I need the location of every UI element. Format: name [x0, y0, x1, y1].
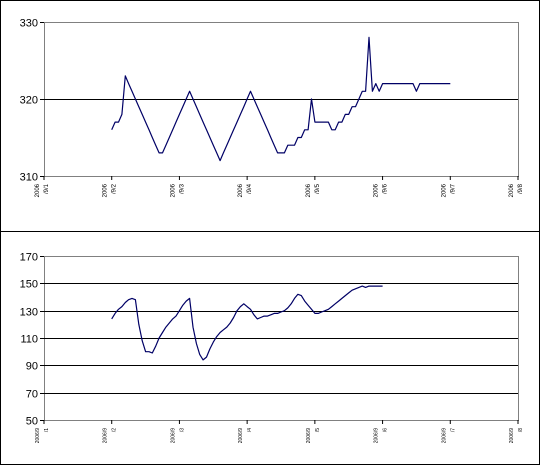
- x-tick-date-label: /7: [450, 428, 456, 432]
- x-tick-year-label: 2006/9: [374, 428, 380, 444]
- x-tick-year-label: 2006: [103, 183, 109, 197]
- x-tick-year-label: 2006: [306, 183, 312, 197]
- x-tick-year-label: 2006/9: [170, 428, 176, 444]
- y-tick-label: 170: [20, 252, 38, 264]
- y-tick-label: 70: [26, 389, 38, 401]
- y-tick-label: 50: [26, 416, 38, 428]
- x-tick-year-label: 2006: [170, 183, 176, 197]
- x-tick-year-label: 2006/9: [238, 428, 244, 444]
- x-tick-date-label: /9/4: [247, 183, 253, 194]
- x-tick-date-label: /5: [315, 428, 321, 432]
- x-tick-year-label: 2006/9: [103, 428, 109, 444]
- x-tick-date-label: /2: [112, 428, 118, 432]
- x-tick-date-label: /9/5: [315, 183, 321, 194]
- y-tick-label: 310: [20, 172, 38, 184]
- x-tick-date-label: /6: [383, 428, 389, 432]
- y-tick-label: 320: [20, 95, 38, 107]
- x-tick-date-label: /4: [247, 428, 253, 432]
- x-tick-year-label: 2006: [441, 183, 447, 197]
- y-tick-label: 330: [20, 18, 38, 30]
- y-tick-label: 150: [20, 279, 38, 291]
- x-tick-date-label: /8: [518, 428, 524, 432]
- x-tick-year-label: 2006/9: [509, 428, 515, 444]
- x-tick-date-label: /3: [179, 428, 185, 432]
- x-tick-year-label: 2006: [509, 183, 515, 197]
- y-tick-label: 90: [26, 361, 38, 373]
- x-tick-year-label: 2006/9: [441, 428, 447, 444]
- x-tick-date-label: /1: [44, 428, 50, 432]
- x-tick-year-label: 2006: [374, 183, 380, 197]
- series-line: [111, 285, 383, 361]
- x-tick-date-label: /9/6: [383, 183, 389, 194]
- x-tick-date-label: /9/7: [450, 183, 456, 194]
- x-tick-year-label: 2006: [238, 183, 244, 197]
- x-tick-date-label: /9/8: [518, 183, 524, 194]
- y-tick-label: 130: [20, 307, 38, 319]
- x-tick-year-label: 2006: [35, 183, 41, 197]
- x-tick-year-label: 2006/9: [306, 428, 312, 444]
- series-line: [111, 36, 451, 162]
- x-tick-date-label: /9/1: [44, 183, 50, 194]
- x-tick-date-label: /9/3: [179, 183, 185, 194]
- x-tick-year-label: 2006/9: [35, 428, 41, 444]
- x-tick-date-label: /9/2: [112, 183, 118, 194]
- y-tick-label: 110: [20, 334, 38, 346]
